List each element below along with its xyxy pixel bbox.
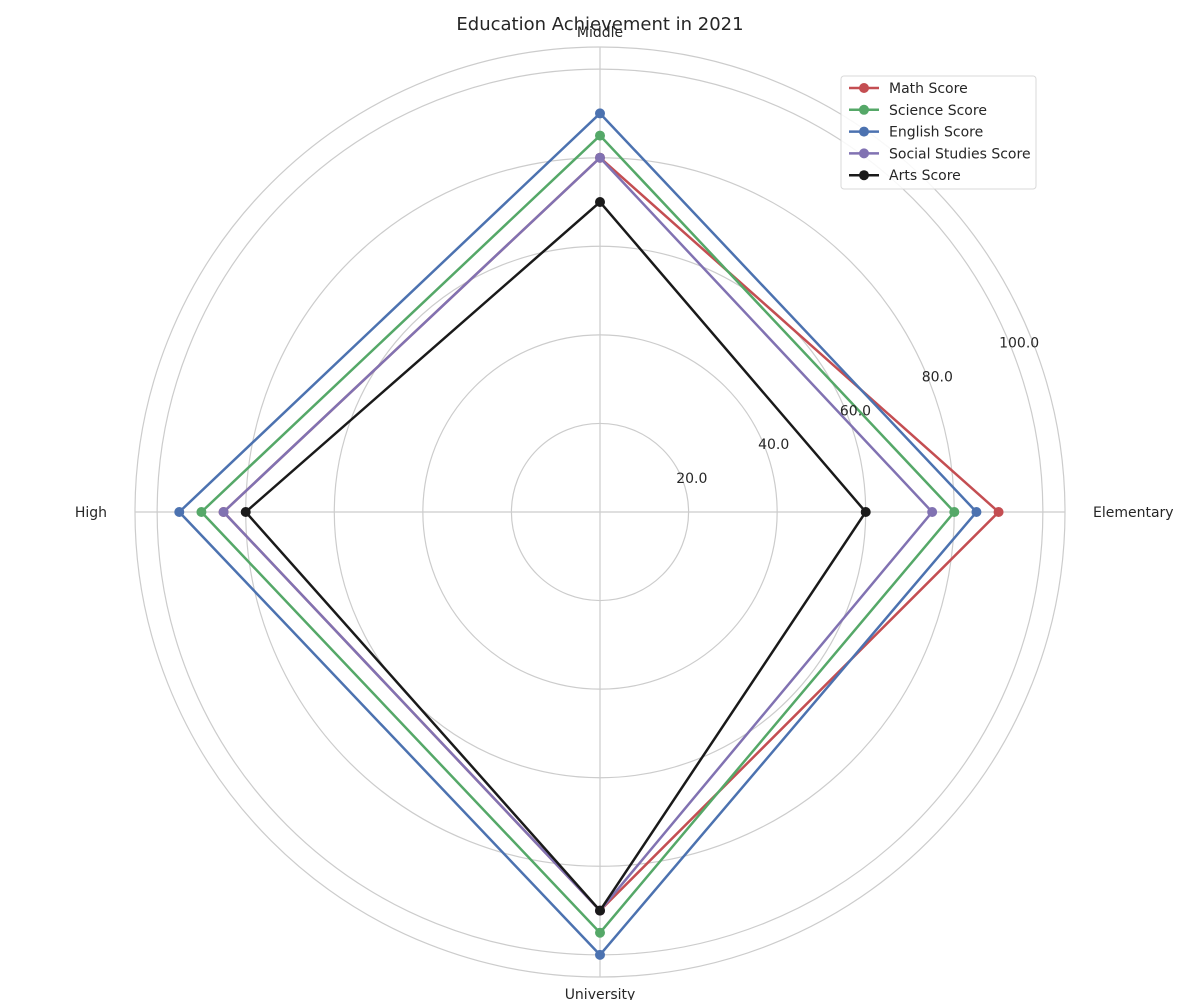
data-point-math-score bbox=[993, 507, 1004, 517]
data-point-social-studies-score bbox=[218, 507, 229, 517]
data-point-science-score bbox=[196, 507, 207, 517]
series-layer bbox=[174, 108, 1004, 960]
radial-tick-label: 100.0 bbox=[999, 336, 1039, 352]
data-point-english-score bbox=[971, 507, 982, 517]
legend-label-math-score: Math Score bbox=[889, 81, 968, 97]
category-label-high: High bbox=[75, 505, 107, 521]
legend-label-science-score: Science Score bbox=[889, 103, 987, 119]
chart-title: Education Achievement in 2021 bbox=[456, 14, 743, 35]
data-point-arts-score bbox=[595, 197, 605, 207]
series-line-social-studies-score bbox=[221, 155, 934, 913]
data-point-english-score bbox=[595, 949, 605, 960]
radial-tick-label: 20.0 bbox=[676, 471, 707, 487]
legend-label-arts-score: Arts Score bbox=[889, 168, 961, 184]
legend-marker-english-score bbox=[859, 126, 869, 137]
data-point-science-score bbox=[595, 130, 605, 141]
legend-frame bbox=[840, 75, 1037, 190]
legend-marker-science-score bbox=[859, 104, 869, 115]
legend-marker-social-studies-score bbox=[859, 148, 869, 159]
category-label-university: University bbox=[565, 987, 636, 1000]
data-point-english-score bbox=[595, 108, 605, 119]
legend-label-english-score: English Score bbox=[889, 125, 983, 141]
grid bbox=[134, 46, 1066, 978]
legend: Math Score Science Score English Score Soci… bbox=[840, 75, 1037, 190]
data-point-science-score bbox=[595, 927, 605, 938]
data-point-arts-score bbox=[860, 507, 871, 517]
legend-marker-arts-score bbox=[859, 170, 869, 181]
data-point-social-studies-score bbox=[927, 507, 938, 517]
labels: 20.0 40.0 60.0 80.0 100.0 Elementary Middle Hig… bbox=[75, 25, 1174, 1000]
legend-label-social-studies-score: Social Studies Score bbox=[889, 146, 1031, 162]
category-label-middle: Middle bbox=[577, 25, 623, 41]
legend-marker-math-score bbox=[859, 83, 869, 93]
series-line-science-score bbox=[199, 133, 956, 935]
data-point-arts-score bbox=[240, 507, 251, 517]
series-line-math-score bbox=[221, 156, 1001, 913]
radial-tick-label: 80.0 bbox=[922, 369, 953, 385]
category-label-elementary: Elementary bbox=[1093, 505, 1174, 521]
series-line-english-score bbox=[177, 111, 979, 957]
data-point-english-score bbox=[174, 507, 185, 517]
radial-tick-label: 40.0 bbox=[758, 437, 789, 453]
data-point-social-studies-score bbox=[595, 152, 605, 163]
radial-tick-label: 60.0 bbox=[840, 403, 871, 419]
series-line-arts-score bbox=[243, 200, 868, 913]
data-point-science-score bbox=[949, 507, 960, 517]
data-point-arts-score bbox=[595, 905, 605, 916]
